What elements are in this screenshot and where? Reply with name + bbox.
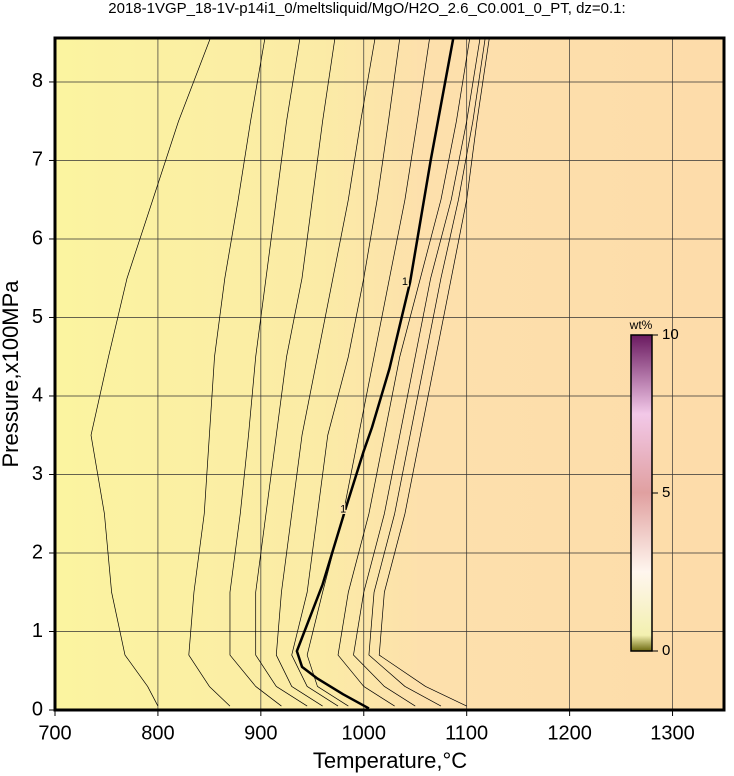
- contour-line: [188, 38, 266, 707]
- colorbar-tick-label: 5: [662, 484, 670, 501]
- contour-line: [90, 38, 211, 707]
- x-tick-label: 1300: [650, 722, 695, 744]
- contour-line: [378, 38, 490, 707]
- contour-label: 1: [340, 504, 346, 516]
- x-axis-label: Temperature,°C: [313, 748, 467, 773]
- y-tick-label: 6: [32, 227, 43, 249]
- grid: [54, 38, 724, 711]
- contour-line: [337, 38, 471, 707]
- x-tick-label: 1100: [445, 722, 488, 744]
- x-tick-label: 800: [141, 722, 174, 744]
- contour-line: [255, 38, 336, 707]
- y-axis-label: Pressure,x100MPa: [0, 280, 23, 468]
- colorbar-tick-label: 0: [662, 642, 670, 659]
- plot-background: [55, 38, 724, 710]
- contour-line: [275, 38, 376, 707]
- x-tick-label: 1000: [342, 722, 387, 744]
- y-tick-label: 5: [32, 306, 43, 328]
- contour-line: [295, 38, 455, 710]
- contour-line: [291, 38, 401, 707]
- contour-line: [306, 38, 430, 707]
- x-tick-label: 900: [244, 722, 277, 744]
- y-tick-label: 4: [32, 384, 43, 406]
- colorbar: [630, 334, 653, 652]
- contours: [90, 38, 490, 710]
- y-tick-label: 7: [32, 149, 43, 171]
- overlay: 11: [339, 275, 410, 518]
- colorbar-label: wt%: [629, 318, 653, 332]
- y-tick-label: 1: [32, 620, 43, 642]
- chart-title: 2018-1VGP_18-1V-p14i1_0/meltsliquid/MgO/…: [108, 0, 625, 17]
- x-tick-label: 700: [38, 722, 71, 744]
- y-tick-label: 0: [32, 698, 43, 720]
- x-tick-label: 1200: [547, 722, 592, 744]
- y-tick-label: 8: [32, 70, 43, 92]
- y-tick-label: 3: [32, 463, 43, 485]
- frame: [53, 36, 726, 712]
- contour-label: 1: [402, 276, 408, 288]
- contour-line: [353, 38, 481, 707]
- colorbar-tick-label: 10: [662, 326, 679, 343]
- contour-line: [368, 38, 486, 707]
- contour-line: [229, 38, 301, 707]
- y-tick-label: 2: [32, 541, 43, 563]
